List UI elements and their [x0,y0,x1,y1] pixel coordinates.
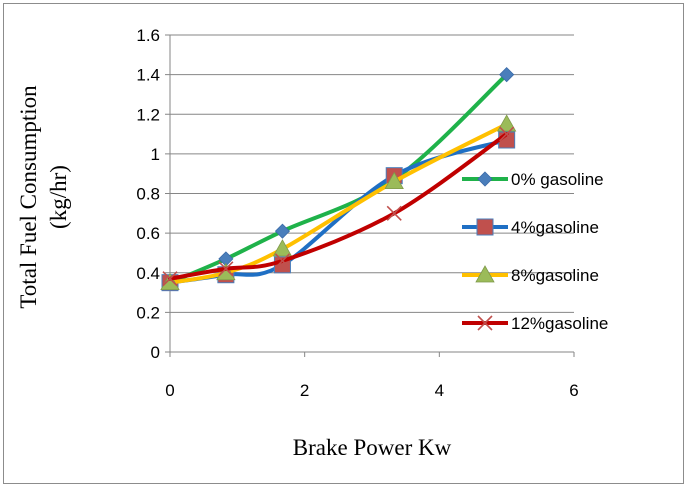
legend-label: 8%gasoline [511,266,599,285]
y-axis-title-line-1: Total Fuel Consumption [16,85,41,309]
x-marker-stroke [162,271,178,287]
data-point [272,239,293,257]
data-point [499,67,515,83]
data-point [386,205,402,221]
x-tick-label: 0 [165,381,174,400]
legend-marker [477,315,493,331]
y-axis-title: Total Fuel Consumption (kg/hr) [16,85,71,309]
legend-entry-3: 8%gasoline [462,265,599,285]
x-marker-stroke [218,261,234,277]
data-point [274,253,291,269]
x-tick-label: 2 [300,381,309,400]
x-tick-label: 6 [569,381,578,400]
series-line [168,122,509,285]
series-line [168,72,509,285]
legend-entry-2: 4%gasoline [462,218,599,237]
y-tick-label: 0.4 [136,264,160,283]
legend: 0% gasoline 4%gasoline 8%gasoline 12%gasoli… [462,170,608,333]
x-marker-stroke [274,253,291,269]
legend-marker [477,171,493,187]
y-tick-label: 0 [151,343,160,362]
x-marker-stroke [477,315,493,331]
series-group [160,67,517,292]
y-axis-title-line-2: (kg/hr) [46,165,71,229]
series-line [168,132,509,281]
legend-entry-4: 12%gasoline [462,314,608,333]
y-tick-label: 1.6 [136,26,160,45]
x-tick-label: 4 [435,381,444,400]
series-4 [162,126,515,287]
legend-label: 4%gasoline [511,218,599,237]
y-tick-label: 0.2 [136,303,160,322]
data-point [274,223,291,239]
x-marker-stroke [499,126,515,142]
series-3 [160,114,517,291]
y-tick-label: 0.6 [136,224,160,243]
tick-labels: 0 0.2 0.4 0.6 0.8 1 1.2 1.4 1.6 0 2 4 6 [136,26,578,400]
y-tick-label: 1.2 [136,105,160,124]
y-tick-label: 1.4 [136,66,160,85]
y-tick-label: 1 [151,145,160,164]
data-point [160,272,180,291]
legend-entry-1: 0% gasoline [462,170,604,189]
data-point [384,171,404,190]
x-axis-title: Brake Power Kw [293,435,452,460]
series-2 [161,131,516,292]
data-point [499,126,515,142]
legend-label: 12%gasoline [511,314,608,333]
chart-frame [3,3,684,484]
legend-marker [475,265,495,283]
legend-label: 0% gasoline [511,170,604,189]
series-1 [162,67,515,291]
data-point [162,271,178,287]
data-point [496,114,517,132]
axes [165,34,575,357]
data-point [216,262,236,281]
legend-marker [476,218,494,236]
x-marker-stroke [386,205,402,221]
data-point [218,261,234,277]
y-tick-label: 0.8 [136,185,160,204]
